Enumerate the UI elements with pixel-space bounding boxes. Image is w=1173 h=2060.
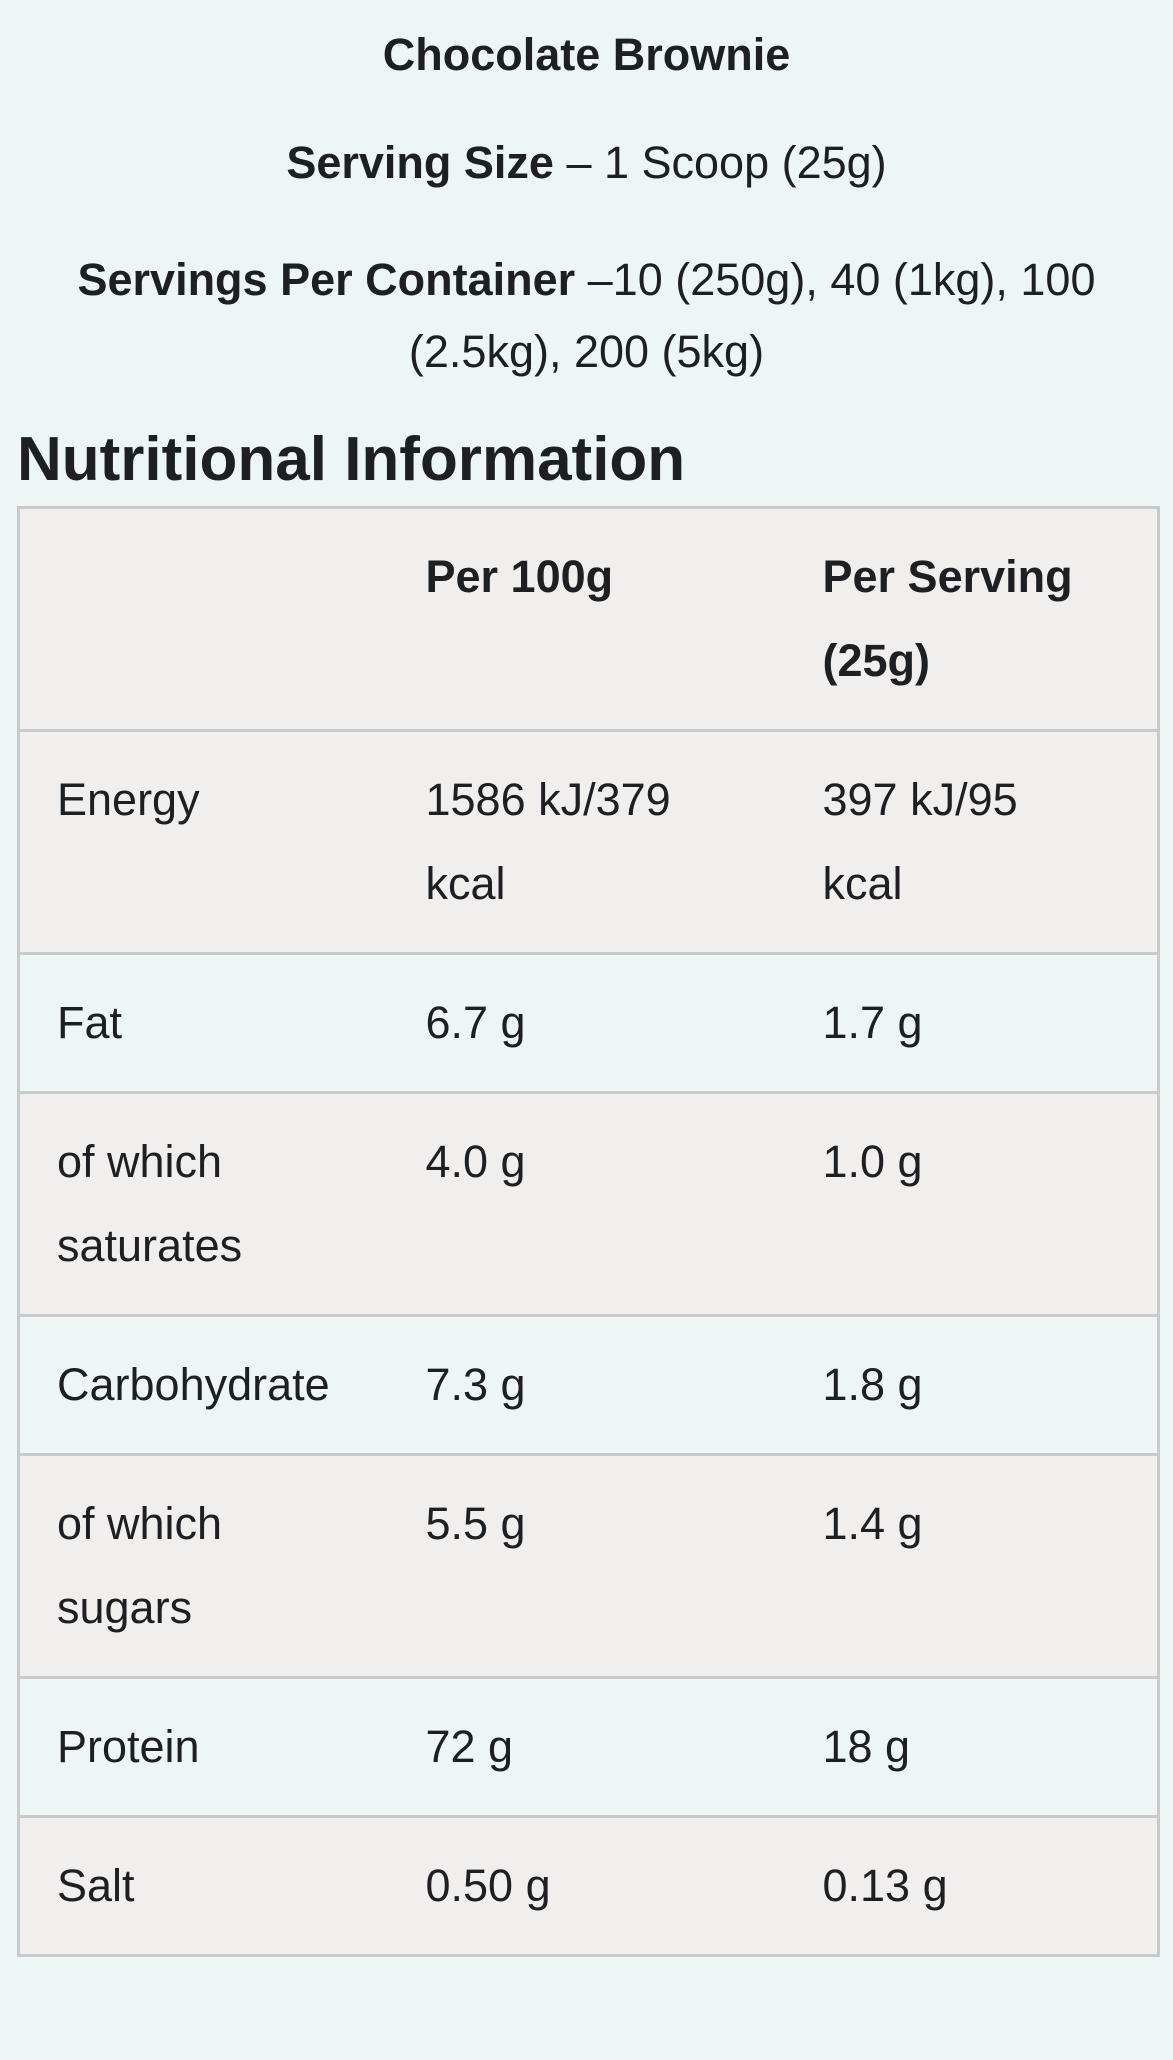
table-row-energy: Energy 1586 kJ/379 kcal 397 kJ/95 kcal <box>18 729 1159 954</box>
per-100g-value: 72 g <box>358 1676 756 1817</box>
per-100g-value: 6.7 g <box>358 952 756 1093</box>
table-row-fat: Fat 6.7 g 1.7 g <box>18 952 1159 1093</box>
nutritional-information-heading: Nutritional Information <box>17 425 686 494</box>
serving-size-line: Serving Size – 1 Scoop (25g) <box>0 134 1173 192</box>
per-100g-value: 1586 kJ/379 kcal <box>358 729 756 954</box>
per-serving-value: 1.7 g <box>755 952 1159 1093</box>
per-serving-value: 1.4 g <box>755 1453 1159 1678</box>
row-label: Carbohydrate <box>18 1314 359 1455</box>
row-label: Fat <box>18 952 359 1093</box>
servings-per-container-value-line2: (2.5kg), 200 (5kg) <box>408 326 765 377</box>
serving-size-value: – 1 Scoop (25g) <box>553 137 887 188</box>
servings-per-container-value-line1: –10 (250g), 40 (1kg), 100 <box>575 254 1096 305</box>
per-100g-value: 4.0 g <box>358 1091 756 1316</box>
row-label: Energy <box>18 729 359 954</box>
column-header-empty <box>19 508 359 731</box>
row-label: of which saturates <box>18 1091 359 1316</box>
table-row-carbohydrate: Carbohydrate 7.3 g 1.8 g <box>18 1314 1159 1455</box>
per-serving-value: 1.0 g <box>755 1091 1159 1316</box>
product-intro: Chocolate Brownie Serving Size – 1 Scoop… <box>0 26 1173 388</box>
per-100g-value: 7.3 g <box>358 1314 756 1455</box>
table-row-saturates: of which saturates 4.0 g 1.0 g <box>18 1091 1159 1316</box>
row-label: Salt <box>18 1815 359 1956</box>
per-serving-value: 1.8 g <box>755 1314 1159 1455</box>
table-row-sugars: of which sugars 5.5 g 1.4 g <box>18 1453 1159 1678</box>
column-header-per-100g: Per 100g <box>425 551 614 602</box>
per-100g-value: 0.50 g <box>358 1815 756 1956</box>
servings-per-container-line: Servings Per Container –10 (250g), 40 (1… <box>0 244 1173 388</box>
row-label: of which sugars <box>18 1453 359 1678</box>
per-100g-value: 5.5 g <box>358 1453 756 1678</box>
per-serving-value: 18 g <box>755 1676 1159 1817</box>
row-label: Protein <box>18 1676 359 1817</box>
product-title: Chocolate Brownie <box>382 29 791 80</box>
table-row-protein: Protein 72 g 18 g <box>18 1676 1159 1817</box>
servings-per-container-label: Servings Per Container <box>77 254 576 305</box>
nutrition-table-header-row: Per 100g Per Serving (25g) <box>18 507 1159 731</box>
per-serving-value: 397 kJ/95 kcal <box>755 729 1159 954</box>
serving-size-label: Serving Size <box>286 137 554 188</box>
nutrition-table: Per 100g Per Serving (25g) Energy 1586 k… <box>17 506 1160 1957</box>
column-header-per-serving: Per Serving (25g) <box>822 551 1073 686</box>
per-serving-value: 0.13 g <box>755 1815 1159 1956</box>
table-row-salt: Salt 0.50 g 0.13 g <box>18 1815 1159 1956</box>
